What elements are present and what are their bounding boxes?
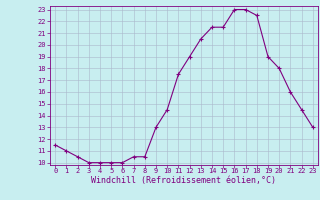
X-axis label: Windchill (Refroidissement éolien,°C): Windchill (Refroidissement éolien,°C) [92,176,276,185]
